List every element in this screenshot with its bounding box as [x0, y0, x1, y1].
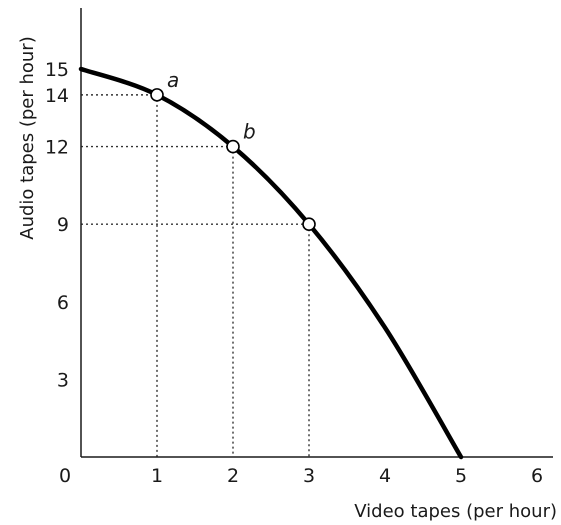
- axes: [80, 8, 553, 458]
- y-tick-label: 3: [57, 369, 69, 391]
- y-axis-title: Audio tapes (per hour): [17, 36, 38, 239]
- y-tick-label: 12: [45, 137, 69, 159]
- y-tick-label: 6: [57, 292, 69, 314]
- x-tick-label: 1: [151, 465, 163, 487]
- x-tick-label: 3: [303, 465, 315, 487]
- data-point-marker: [226, 139, 240, 154]
- dotted-guides: [81, 94, 310, 457]
- point-label-a: a: [167, 68, 179, 92]
- ppf-curve: [78, 66, 464, 460]
- point-label-b: b: [243, 120, 256, 144]
- highlighted-points: ab: [150, 68, 316, 231]
- x-tick-label: 5: [455, 465, 467, 487]
- x-tick-label: 4: [379, 465, 391, 487]
- data-point-marker: [302, 217, 316, 231]
- y-tick-label: 9: [57, 214, 69, 236]
- x-tick-label: 0: [59, 465, 71, 487]
- x-tick-label: 6: [531, 465, 543, 487]
- x-tick-label: 2: [227, 465, 239, 487]
- y-tick-label: 14: [45, 85, 69, 107]
- x-axis-title: Video tapes (per hour): [354, 501, 557, 522]
- y-tick-label: 15: [45, 59, 69, 81]
- data-point-marker: [150, 88, 164, 102]
